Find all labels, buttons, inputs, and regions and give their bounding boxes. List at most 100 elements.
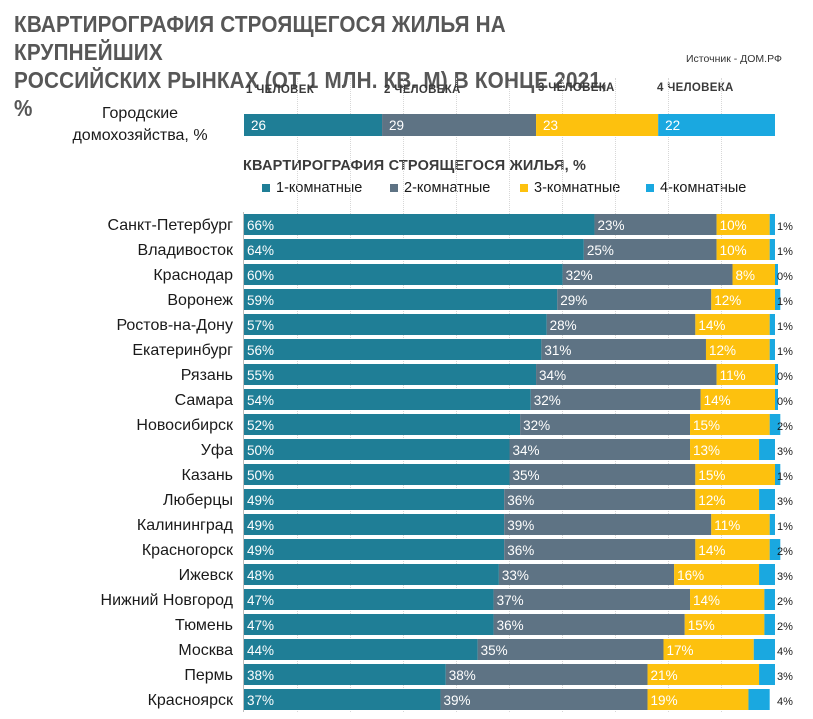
bar-value-label: 14% <box>693 593 720 608</box>
bar-value-label: 1% <box>777 246 793 258</box>
bar-segment <box>504 489 696 510</box>
bar-segment <box>759 439 775 460</box>
bar-segment <box>759 489 775 510</box>
household-bar-label: 29 <box>389 118 404 133</box>
bar-value-label: 3% <box>777 671 793 683</box>
household-category-line1: Городские <box>101 105 179 122</box>
bar-segment <box>690 439 760 460</box>
bar-value-label: 34% <box>513 443 540 458</box>
household-bar-label: 26 <box>251 118 266 133</box>
legend-item-3: 3-комнатные <box>520 180 620 196</box>
bar-value-label: 11% <box>720 368 746 383</box>
legend-item-2: 2-комнатные <box>390 180 490 196</box>
bar-segment <box>759 664 775 685</box>
bar-value-label: 44% <box>247 643 274 658</box>
bar-segment <box>684 614 765 635</box>
bar-value-label: 10% <box>720 218 747 233</box>
bar-value-label: 33% <box>502 568 529 583</box>
bar-segment <box>647 689 749 710</box>
legend-item-4: 4-комнатные <box>646 180 746 196</box>
category-label: Новосибирск <box>136 417 234 434</box>
household-bar-segment <box>244 114 383 136</box>
bar-segment <box>769 214 775 235</box>
bar-value-label: 66% <box>247 218 274 233</box>
category-label: Санкт-Петербург <box>108 217 234 234</box>
bar-segment <box>520 414 691 435</box>
bar-segment <box>509 439 691 460</box>
bar-segment <box>700 389 775 410</box>
category-label: Воронеж <box>167 292 233 309</box>
bar-value-label: 56% <box>247 343 274 358</box>
bar-value-label: 25% <box>587 243 614 258</box>
bar-value-label: 50% <box>247 443 274 458</box>
bar-value-label: 15% <box>698 468 725 483</box>
bar-segment <box>695 314 770 335</box>
bar-value-label: 1% <box>777 471 793 483</box>
bar-segment <box>498 564 675 585</box>
bar-segment <box>440 689 648 710</box>
household-label-3: 3 ЧЕЛОВЕКА <box>538 82 615 94</box>
bar-segment <box>445 664 648 685</box>
bar-segment <box>244 564 499 585</box>
bar-value-label: 1% <box>777 296 793 308</box>
bar-value-label: 14% <box>698 543 725 558</box>
bar-value-label: 15% <box>693 418 720 433</box>
legend-swatch-2 <box>390 184 398 192</box>
legend-label-3: 3-комнатные <box>534 180 621 196</box>
bar-segment <box>732 264 775 285</box>
bar-segment <box>244 664 446 685</box>
household-category-line2: домохозяйства, % <box>72 127 208 144</box>
bar-value-label: 37% <box>497 593 524 608</box>
bar-segment <box>557 289 712 310</box>
category-label: Ростов-на-Дону <box>116 317 233 334</box>
bar-value-label: 47% <box>247 593 274 608</box>
bar-segment <box>509 464 696 485</box>
bar-value-label: 14% <box>704 393 731 408</box>
bar-value-label: 8% <box>736 268 756 283</box>
bar-value-label: 35% <box>513 468 540 483</box>
bar-segment <box>775 289 781 310</box>
bar-value-label: 12% <box>709 343 736 358</box>
household-bar-segment <box>658 114 775 136</box>
bar-segment <box>546 314 696 335</box>
bar-segment <box>775 464 781 485</box>
bar-segment <box>711 289 775 310</box>
bar-value-label: 2% <box>777 596 793 608</box>
legend-swatch-4 <box>646 184 654 192</box>
bar-value-label: 12% <box>714 293 741 308</box>
bar-value-label: 50% <box>247 468 274 483</box>
bar-value-label: 10% <box>720 243 747 258</box>
bar-value-label: 47% <box>247 618 274 633</box>
bar-segment <box>504 514 712 535</box>
household-category-label: Городские домохозяйства, % <box>50 103 230 147</box>
bar-value-label: 60% <box>247 268 274 283</box>
category-label: Владивосток <box>138 242 234 259</box>
bar-segment <box>716 214 770 235</box>
household-bar-segment <box>382 114 537 136</box>
bar-value-label: 48% <box>247 568 274 583</box>
bar-segment <box>244 214 595 235</box>
bar-segment <box>769 539 781 560</box>
bar-segment <box>244 239 584 260</box>
bar-segment <box>536 364 717 385</box>
category-label: Ижевск <box>179 567 234 584</box>
category-label: Москва <box>178 642 233 659</box>
category-label: Калининград <box>137 517 234 534</box>
bar-value-label: 37% <box>247 693 274 708</box>
bar-value-label: 57% <box>247 318 274 333</box>
category-label: Пермь <box>184 667 233 684</box>
household-bar-label: 22 <box>665 118 680 133</box>
bar-value-label: 15% <box>688 618 715 633</box>
bar-value-label: 49% <box>247 543 274 558</box>
bar-value-label: 32% <box>566 268 593 283</box>
bar-value-label: 2% <box>777 421 793 433</box>
bar-value-label: 4% <box>777 646 793 658</box>
bar-segment <box>244 589 494 610</box>
bar-value-label: 31% <box>544 343 571 358</box>
bar-segment <box>690 414 770 435</box>
bar-segment <box>493 614 685 635</box>
bar-segment <box>530 389 701 410</box>
bar-value-label: 2% <box>777 546 793 558</box>
bar-segment <box>775 389 778 410</box>
